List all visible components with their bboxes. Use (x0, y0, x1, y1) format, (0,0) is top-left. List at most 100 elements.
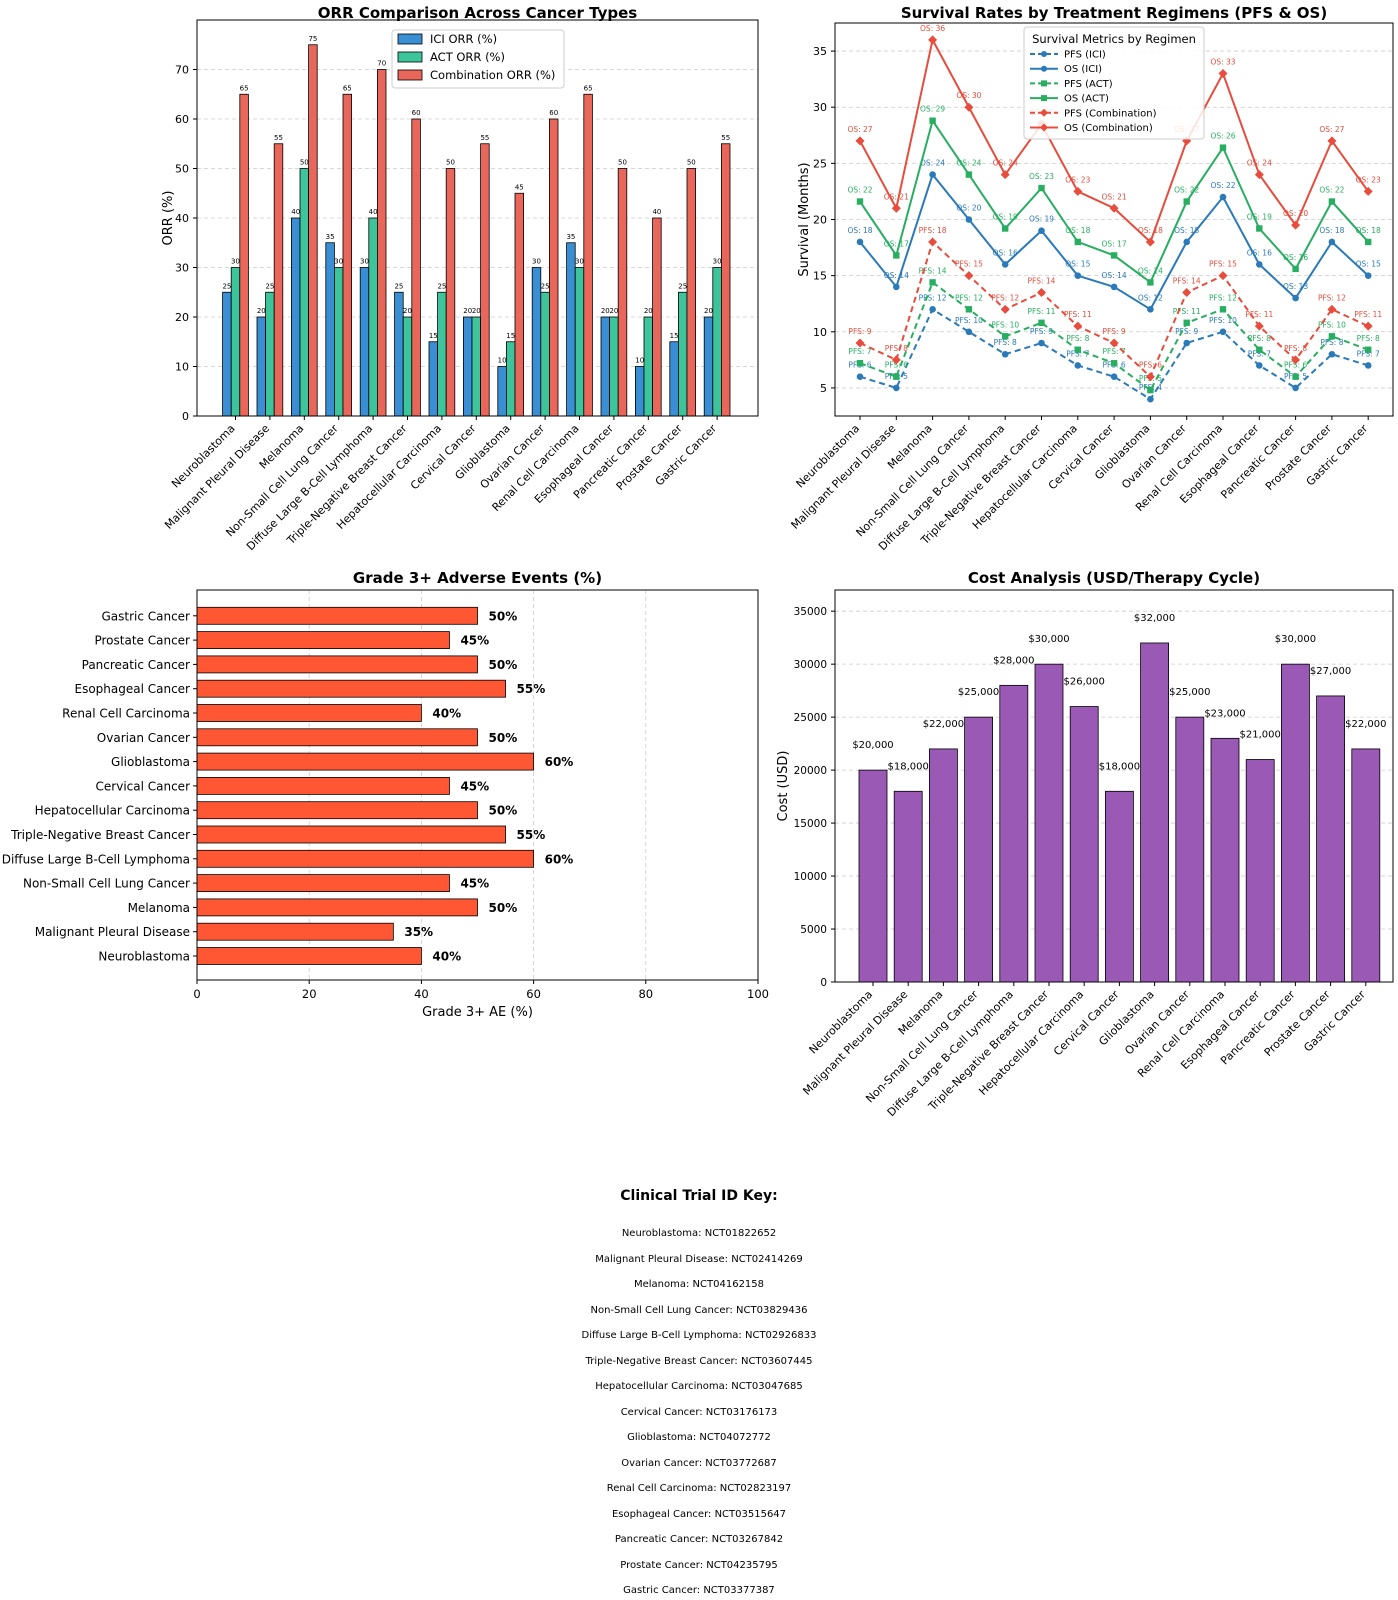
cost-bar (929, 748, 958, 983)
orr-bar-value: 75 (308, 35, 317, 43)
surv-point-label: OS: 22 (1319, 186, 1344, 195)
surv-marker (1256, 261, 1263, 268)
orr-xtick-label: Gastric Cancer (653, 422, 720, 489)
orr-bar-value: 25 (541, 282, 550, 290)
surv-point-label: OS: 18 (1319, 226, 1344, 235)
cost-bar (1245, 759, 1275, 983)
ae-ytick-label: Hepatocellular Carcinoma (35, 804, 190, 818)
surv-marker (1001, 261, 1009, 268)
cost-bar-value: $22,000 (923, 719, 964, 730)
cost-ytick-label: 0 (820, 977, 827, 989)
surv-ylabel: Survival (Months) (797, 162, 812, 276)
surv-marker (1000, 170, 1010, 180)
cost-ytick-label: 25000 (794, 712, 827, 724)
surv-marker (856, 198, 864, 205)
orr-bar-ici-orr (325, 242, 335, 417)
orr-bar-ici-orr (497, 366, 507, 417)
surv-marker (1364, 362, 1372, 369)
surv-legend-label: OS (ACT) (1064, 94, 1109, 105)
surv-point-label: PFS: 8 (1248, 334, 1271, 343)
surv-marker (965, 306, 973, 313)
surv-marker (929, 117, 936, 124)
cost-bar (1105, 790, 1134, 983)
surv-marker (1365, 238, 1372, 246)
surv-marker (1001, 350, 1009, 358)
cost-ytick-label: 35000 (794, 606, 827, 618)
ae-xtick-label: 20 (302, 987, 317, 1001)
orr-legend-label: Combination ORR (%) (430, 68, 555, 82)
ae-ytick-label: Diffuse Large B-Cell Lymphoma (2, 852, 190, 866)
cost-bar-value: $25,000 (1169, 687, 1210, 698)
surv-marker (1183, 238, 1190, 246)
surv-marker (1218, 271, 1228, 281)
surv-legend-marker (1041, 65, 1047, 72)
surv-legend-marker (1040, 123, 1048, 132)
orr-bar-combination-orr (480, 143, 490, 417)
trial-key-line: Cervical Cancer: NCT03176173 (620, 1406, 778, 1418)
surv-point-label: OS: 13 (1283, 282, 1308, 291)
surv-point-label: OS: 23 (1029, 172, 1054, 181)
surv-marker (1074, 272, 1082, 279)
orr-bar-value: 25 (678, 282, 687, 290)
orr-legend-swatch (397, 33, 423, 45)
surv-marker (1074, 346, 1081, 353)
orr-bar-value: 65 (240, 84, 249, 92)
orr-legend-swatch (397, 69, 423, 81)
surv-point-label: PFS: 12 (991, 293, 1019, 302)
surv-marker (1218, 69, 1228, 79)
ae-title: Grade 3+ Adverse Events (%) (353, 569, 602, 587)
orr-bar-act-orr (402, 316, 413, 417)
surv-marker (1328, 198, 1336, 205)
surv-point-label: OS: 16 (1247, 248, 1272, 257)
orr-ytick-label: 30 (175, 262, 189, 275)
surv-marker (1147, 386, 1154, 394)
orr-bar-act-orr (230, 267, 241, 417)
ae-bar (196, 898, 478, 917)
surv-point-label: PFS: 14 (1028, 276, 1056, 285)
orr-bar-value: 20 (472, 307, 481, 315)
surv-ytick-label: 25 (813, 157, 827, 170)
ae-bar-value: 55% (517, 682, 546, 696)
orr-bar-value: 20 (601, 307, 610, 315)
surv-marker (893, 373, 900, 380)
orr-bar-value: 35 (566, 233, 575, 241)
cost-xtick-label: Gastric Cancer (1301, 988, 1368, 1055)
trial-key-line: Melanoma: NCT04162158 (633, 1279, 765, 1290)
surv-marker (893, 252, 900, 259)
ae-bar (196, 801, 478, 820)
surv-marker (1038, 339, 1045, 347)
surv-marker (1254, 170, 1264, 180)
cost-bar (1069, 706, 1099, 983)
surv-point-label: PFS: 15 (1209, 260, 1237, 269)
orr-bar-value: 20 (463, 307, 472, 315)
orr-xtick-label: Diffuse Large B-Cell Lymphoma (244, 422, 375, 553)
orr-bar-combination-orr (273, 143, 284, 417)
surv-point-label: OS: 26 (1210, 132, 1235, 141)
ae-bar (196, 777, 450, 795)
ae-ytick-label: Non-Small Cell Lung Cancer (23, 877, 190, 891)
surv-marker (929, 306, 936, 313)
orr-bar-combination-orr (514, 192, 525, 417)
ae-bar-value: 50% (489, 901, 518, 915)
surv-marker (1328, 333, 1336, 340)
cost-bar (1210, 737, 1240, 983)
surv-point-label: PFS: 18 (919, 226, 947, 235)
surv-marker (1000, 304, 1010, 314)
surv-point-label: PFS: 7 (848, 347, 871, 356)
orr-bar-value: 30 (713, 258, 722, 266)
surv-point-label: PFS: 14 (1173, 276, 1201, 285)
orr-bar-value: 25 (437, 282, 446, 290)
ae-bar (196, 752, 535, 771)
orr-bar-value: 15 (506, 332, 515, 340)
ae-bar-value: 40% (432, 950, 461, 964)
orr-bar-value: 50 (446, 159, 455, 167)
orr-bar-value: 60 (412, 109, 421, 117)
surv-marker (1037, 287, 1046, 297)
surv-marker (1292, 384, 1299, 392)
surv-marker (1256, 362, 1263, 369)
surv-point-label: OS: 21 (1102, 192, 1127, 201)
surv-marker (1147, 279, 1154, 286)
surv-legend-label: PFS (Combination) (1064, 108, 1157, 119)
ae-bar (196, 922, 394, 941)
